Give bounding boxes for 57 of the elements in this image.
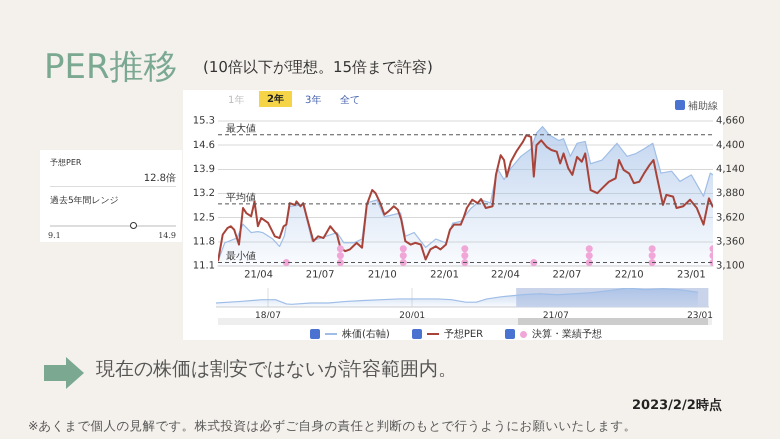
text: 全て [340, 94, 360, 107]
x-tick-label: 18/07 [255, 310, 281, 321]
y-tick-label: 11.1 [192, 260, 215, 272]
text: 9.1 [48, 231, 61, 240]
y2-tick-label: 3,100 [716, 260, 745, 272]
text: 予想PER [50, 157, 82, 168]
x-tick-label: 21/07 [542, 310, 569, 321]
y2-tick-label: 3,360 [716, 236, 745, 248]
x-tick-label: 21/04 [244, 270, 273, 281]
point [586, 245, 593, 252]
y-tick-label: 13.9 [192, 164, 215, 175]
y2-tick-label: 4,660 [716, 116, 745, 127]
x-tick-label: 21/10 [368, 270, 397, 281]
text: 12.8倍 [144, 172, 176, 185]
x-tick-label: 21/07 [306, 270, 335, 281]
ref-line-label: 平均値 [226, 191, 256, 204]
point [336, 252, 344, 260]
point [648, 252, 656, 260]
point [400, 245, 407, 252]
ref-line-label: 最大値 [226, 122, 256, 134]
text: 過去5年間レンジ [50, 194, 119, 207]
legend-label: 株価(右軸) [342, 328, 390, 341]
ref-line-label: 最小値 [226, 250, 256, 262]
x-tick-label: 22/01 [430, 270, 459, 281]
point [400, 252, 407, 260]
x-tick-label: 22/07 [552, 270, 582, 281]
legend-label: 決算・業績予想 [532, 328, 602, 341]
chart-title: PER推移 [44, 46, 178, 89]
y-tick-label: 11.8 [192, 236, 215, 248]
text: 3年 [305, 94, 322, 107]
text: 1年 [228, 94, 244, 107]
text: 14.9 [158, 231, 176, 240]
text: 2023/2/2時点 [632, 397, 722, 414]
y2-tick-label: 3,620 [716, 212, 745, 224]
y2-tick-label: 4,140 [716, 164, 745, 175]
x-tick-label: 22/10 [614, 270, 644, 281]
point [586, 252, 593, 260]
x-tick-label: 23/01 [687, 310, 713, 321]
x-tick-label: 22/04 [490, 270, 520, 281]
y-tick-label: 13.2 [192, 188, 215, 200]
point [461, 252, 468, 260]
x-tick-label: 23/01 [676, 270, 706, 281]
text: 補助線 [688, 100, 718, 113]
text: ※あくまで個人の見解です。株式投資は必ずご自身の責任と判断のもとで行うようにお願いいたします。 [28, 418, 636, 435]
y-tick-label: 14.6 [192, 140, 215, 151]
point [461, 245, 468, 252]
y2-tick-label: 3,880 [716, 188, 745, 200]
text: 2年 [259, 91, 292, 107]
chart-subtitle: (10倍以下が理想。15倍まで許容) [203, 58, 433, 77]
legend-label: 予想PER [444, 328, 484, 341]
x-tick-label: 20/01 [399, 310, 426, 321]
y-tick-label: 12.5 [192, 212, 215, 224]
point [648, 245, 656, 252]
y2-tick-label: 4,400 [716, 140, 745, 151]
y-tick-label: 15.3 [192, 116, 215, 127]
text: 現在の株価は割安ではないが許容範囲内。 [96, 357, 457, 382]
point [336, 245, 344, 252]
